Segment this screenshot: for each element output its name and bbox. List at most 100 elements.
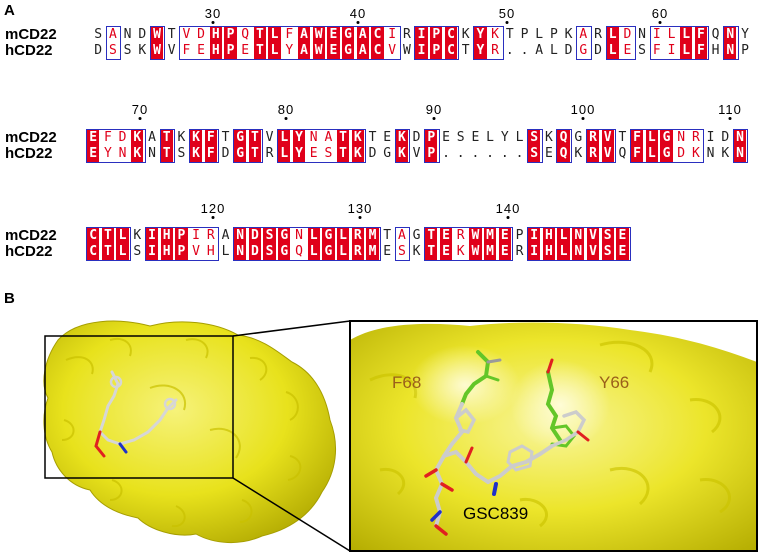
residue: . [515, 146, 524, 161]
residue: D [248, 244, 262, 260]
residue: D [677, 146, 686, 161]
residue: T [253, 27, 267, 43]
residue: E [623, 43, 632, 58]
residue: R [515, 244, 524, 259]
residue: E [327, 43, 340, 59]
residue: W [469, 244, 482, 260]
residue: L [486, 130, 494, 145]
residue: V [265, 130, 274, 145]
residue: H [542, 244, 556, 260]
residue: S [601, 244, 614, 260]
zoom-panel-frame [349, 320, 758, 552]
residue: D [197, 27, 205, 42]
residue: F [285, 27, 294, 42]
residue: K [189, 130, 203, 146]
residue: N [677, 130, 686, 145]
residue: H [209, 27, 222, 43]
residue: N [309, 130, 318, 145]
residue: K [177, 130, 186, 145]
residue: V [412, 146, 421, 161]
residue: E [309, 146, 318, 161]
zoom-connector-bottom [232, 477, 351, 552]
residue: I [528, 244, 541, 260]
residue: I [415, 27, 428, 43]
residue: T [167, 27, 176, 42]
residue: P [224, 43, 237, 59]
residue: Y [292, 146, 306, 162]
residue: D [138, 27, 147, 42]
ruler-tick [211, 216, 215, 219]
residue: S [397, 244, 406, 259]
residue: S [177, 146, 186, 161]
residue: R [586, 146, 600, 162]
residue: C [371, 43, 384, 59]
residue: R [586, 130, 600, 146]
ruler-number: 90 [425, 102, 443, 117]
residue: . [442, 146, 450, 161]
residue: G [579, 43, 588, 58]
residue: P [425, 146, 438, 162]
residue: A [356, 27, 369, 43]
residue: K [395, 130, 409, 146]
residue: D [368, 146, 377, 161]
residue: G [660, 130, 673, 146]
residue: P [549, 27, 558, 42]
ruler-tick [506, 216, 510, 219]
residue: H [160, 228, 173, 244]
residue: H [209, 43, 222, 59]
residue: N [123, 27, 132, 42]
residue: I [667, 43, 676, 58]
residue: Y [103, 146, 112, 161]
residue: R [402, 27, 411, 42]
residue: N [638, 27, 646, 42]
residue: R [456, 228, 465, 243]
ruler-block-1: 30 40 50 60 [0, 6, 762, 24]
residue: D [118, 130, 127, 145]
ruler-number: 100 [570, 102, 596, 117]
residue: D [248, 228, 262, 244]
residue: T [253, 43, 267, 59]
residue: V [601, 146, 614, 162]
residue: L [307, 228, 320, 244]
residue: T [618, 130, 627, 145]
residue: T [383, 228, 392, 243]
residue: T [160, 130, 173, 146]
residue: E [442, 130, 450, 145]
residue: R [594, 27, 602, 42]
ruler-number: 110 [718, 102, 742, 117]
residue: S [638, 43, 646, 58]
residue: D [221, 146, 230, 161]
residue: A [221, 228, 230, 243]
residue: T [101, 244, 115, 260]
residue: A [324, 130, 333, 145]
residue: N [572, 228, 585, 244]
residue: F [182, 43, 191, 58]
residue: K [574, 146, 583, 161]
residue: T [336, 130, 350, 146]
residue: S [108, 43, 117, 58]
residue: N [295, 228, 303, 243]
residue: V [586, 244, 600, 260]
residue: L [307, 244, 320, 260]
residue: M [483, 228, 497, 244]
residue: E [616, 228, 629, 244]
residue: E [471, 130, 480, 145]
ruler-number: 50 [498, 6, 516, 21]
residue: T [505, 27, 514, 42]
residue: D [623, 27, 632, 42]
residue: A [579, 27, 588, 42]
residue: K [351, 146, 364, 162]
residue: . [471, 146, 480, 161]
residue: L [221, 244, 230, 259]
residue: Q [711, 27, 720, 42]
residue: V [167, 43, 176, 58]
ruler-block-2: 70 80 90 100 110 [0, 102, 762, 120]
residue: G [341, 27, 355, 43]
sequence-name-mcd22: mCD22 [5, 227, 57, 244]
residue: Y [741, 27, 749, 42]
residue: F [630, 146, 644, 162]
residue: K [544, 130, 553, 145]
residue: S [528, 146, 541, 162]
residue: D [721, 130, 730, 145]
residue: A [297, 43, 311, 59]
